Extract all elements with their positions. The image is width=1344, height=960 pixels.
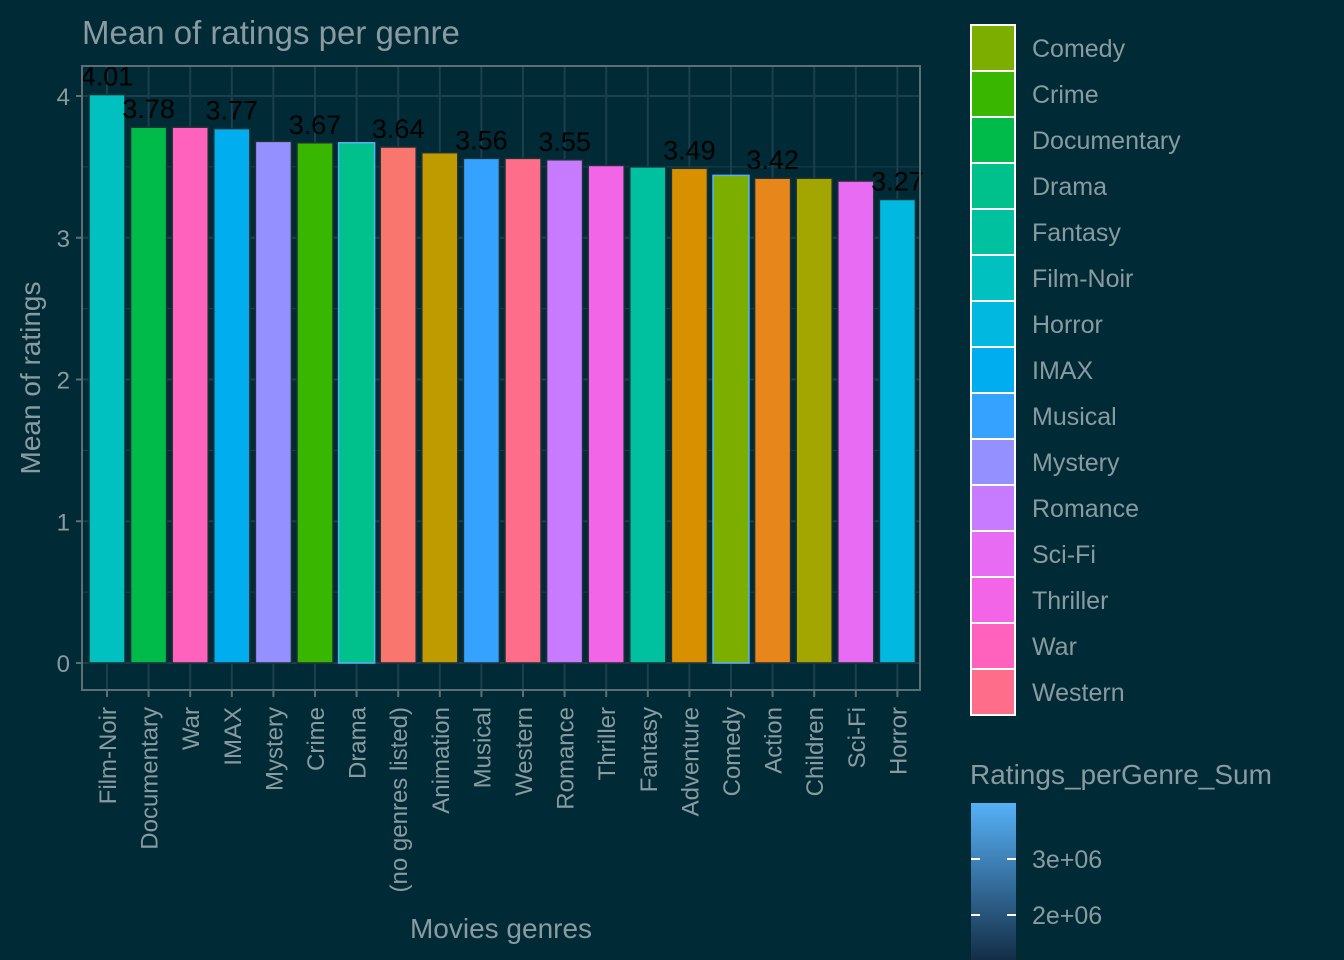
legend-label: Western <box>1032 679 1125 707</box>
x-tick-label: Mystery <box>261 707 288 791</box>
legend-key <box>970 530 1016 578</box>
legend-key <box>970 116 1016 164</box>
x-tick-label: Children <box>802 707 829 796</box>
x-tick-label: Western <box>511 707 538 796</box>
legend-key <box>970 254 1016 302</box>
x-tick-label: Horror <box>885 707 912 775</box>
bar <box>629 166 667 664</box>
legend-label: Comedy <box>1032 35 1126 63</box>
y-tick-label: 0 <box>57 651 70 678</box>
bar <box>753 177 792 664</box>
bar <box>670 167 709 664</box>
fill-legend: Comedy Crime Documentary Drama Fantasy Film-N… <box>970 24 1181 716</box>
legend-label: Romance <box>1032 495 1139 523</box>
bar <box>254 140 293 664</box>
data-label: 3.64 <box>372 114 425 144</box>
x-tick-label: Romance <box>553 707 580 810</box>
legend-label: Drama <box>1032 173 1107 201</box>
legend-key <box>970 70 1016 118</box>
legend-label: Horror <box>1032 311 1103 339</box>
colorbar-bar <box>971 803 1016 960</box>
bar <box>545 159 584 664</box>
y-tick-label: 3 <box>57 226 70 253</box>
x-tick-label: Fantasy <box>636 707 663 792</box>
legend-label: Musical <box>1032 403 1117 431</box>
y-tick-label: 2 <box>57 368 70 395</box>
legend-key <box>970 24 1016 72</box>
legend-key <box>970 162 1016 210</box>
legend-label: Documentary <box>1032 127 1181 155</box>
x-tick-label: Animation <box>428 707 455 814</box>
legend-label: Film-Noir <box>1032 265 1133 293</box>
legend-key <box>970 208 1016 256</box>
bars <box>88 93 917 664</box>
x-axis-label: Movies genres <box>410 913 592 944</box>
x-axis: Film-Noir Documentary War IMAX Mystery Crime D… <box>95 690 912 892</box>
data-label: 3.42 <box>746 145 799 175</box>
x-tick-label: Thriller <box>594 707 621 780</box>
legend-label: IMAX <box>1032 357 1093 385</box>
legend-key <box>970 484 1016 532</box>
data-label: 3.55 <box>538 127 591 157</box>
bar <box>213 127 251 664</box>
bar <box>587 164 625 664</box>
bar <box>296 142 334 664</box>
x-tick-label: Documentary <box>137 707 164 850</box>
legend-key <box>970 300 1016 348</box>
legend-key <box>970 622 1016 670</box>
panel-border <box>81 65 921 691</box>
x-tick-label: Film-Noir <box>95 707 122 804</box>
bar <box>337 142 376 664</box>
bar <box>379 146 417 664</box>
bar <box>795 177 833 664</box>
x-tick-label: Musical <box>469 707 496 788</box>
colorbar-tick-label: 2e+06 <box>1032 902 1102 930</box>
bar <box>421 151 459 664</box>
x-tick-label: Drama <box>345 706 372 779</box>
y-axis-label: Mean of ratings <box>15 282 46 475</box>
data-labels: 4.013.78 3.77 3.67 3.64 3.56 3.55 3.49 3.423.27 <box>81 62 924 197</box>
legend-label: Mystery <box>1032 449 1120 477</box>
data-label: 3.56 <box>455 125 508 155</box>
legend-key <box>970 346 1016 394</box>
bar <box>171 126 209 664</box>
colorbar-tick-label: 3e+06 <box>1032 846 1102 874</box>
legend-label: Sci-Fi <box>1032 541 1096 569</box>
x-tick-label: Action <box>761 707 788 774</box>
y-tick-label: 1 <box>57 509 70 536</box>
legend-label: Fantasy <box>1032 219 1121 247</box>
y-axis: 0 1 2 3 4 <box>57 84 82 678</box>
x-tick-label: Comedy <box>719 707 746 796</box>
x-tick-label: Sci-Fi <box>844 707 871 768</box>
bar <box>878 198 917 664</box>
x-tick-label: IMAX <box>220 707 247 766</box>
bar <box>504 157 542 664</box>
legend-key <box>970 668 1016 716</box>
legend-label: Crime <box>1032 81 1099 109</box>
data-label: 3.77 <box>206 96 259 126</box>
bar <box>712 174 750 664</box>
bar <box>129 126 168 664</box>
bar <box>837 180 875 664</box>
x-tick-label: War <box>178 707 205 750</box>
y-tick-label: 4 <box>57 84 70 111</box>
legend-label: Thriller <box>1032 587 1108 615</box>
data-label: 3.67 <box>289 110 342 140</box>
data-label: 3.27 <box>871 166 924 196</box>
colorbar-legend: Ratings_perGenre_Sum 3e+06 2e+06 <box>970 759 1272 960</box>
legend-key <box>970 392 1016 440</box>
colorbar-title: Ratings_perGenre_Sum <box>970 759 1272 790</box>
bar <box>88 93 126 664</box>
x-tick-label: Adventure <box>677 707 704 816</box>
legend-label: War <box>1032 633 1077 661</box>
x-tick-label: (no genres listed) <box>386 707 413 892</box>
data-label: 3.78 <box>122 94 175 124</box>
x-tick-label: Crime <box>303 707 330 771</box>
legend-key <box>970 576 1016 624</box>
chart-title: Mean of ratings per genre <box>82 14 460 51</box>
data-label: 3.49 <box>663 135 716 165</box>
bar <box>462 157 501 664</box>
legend-key <box>970 438 1016 486</box>
